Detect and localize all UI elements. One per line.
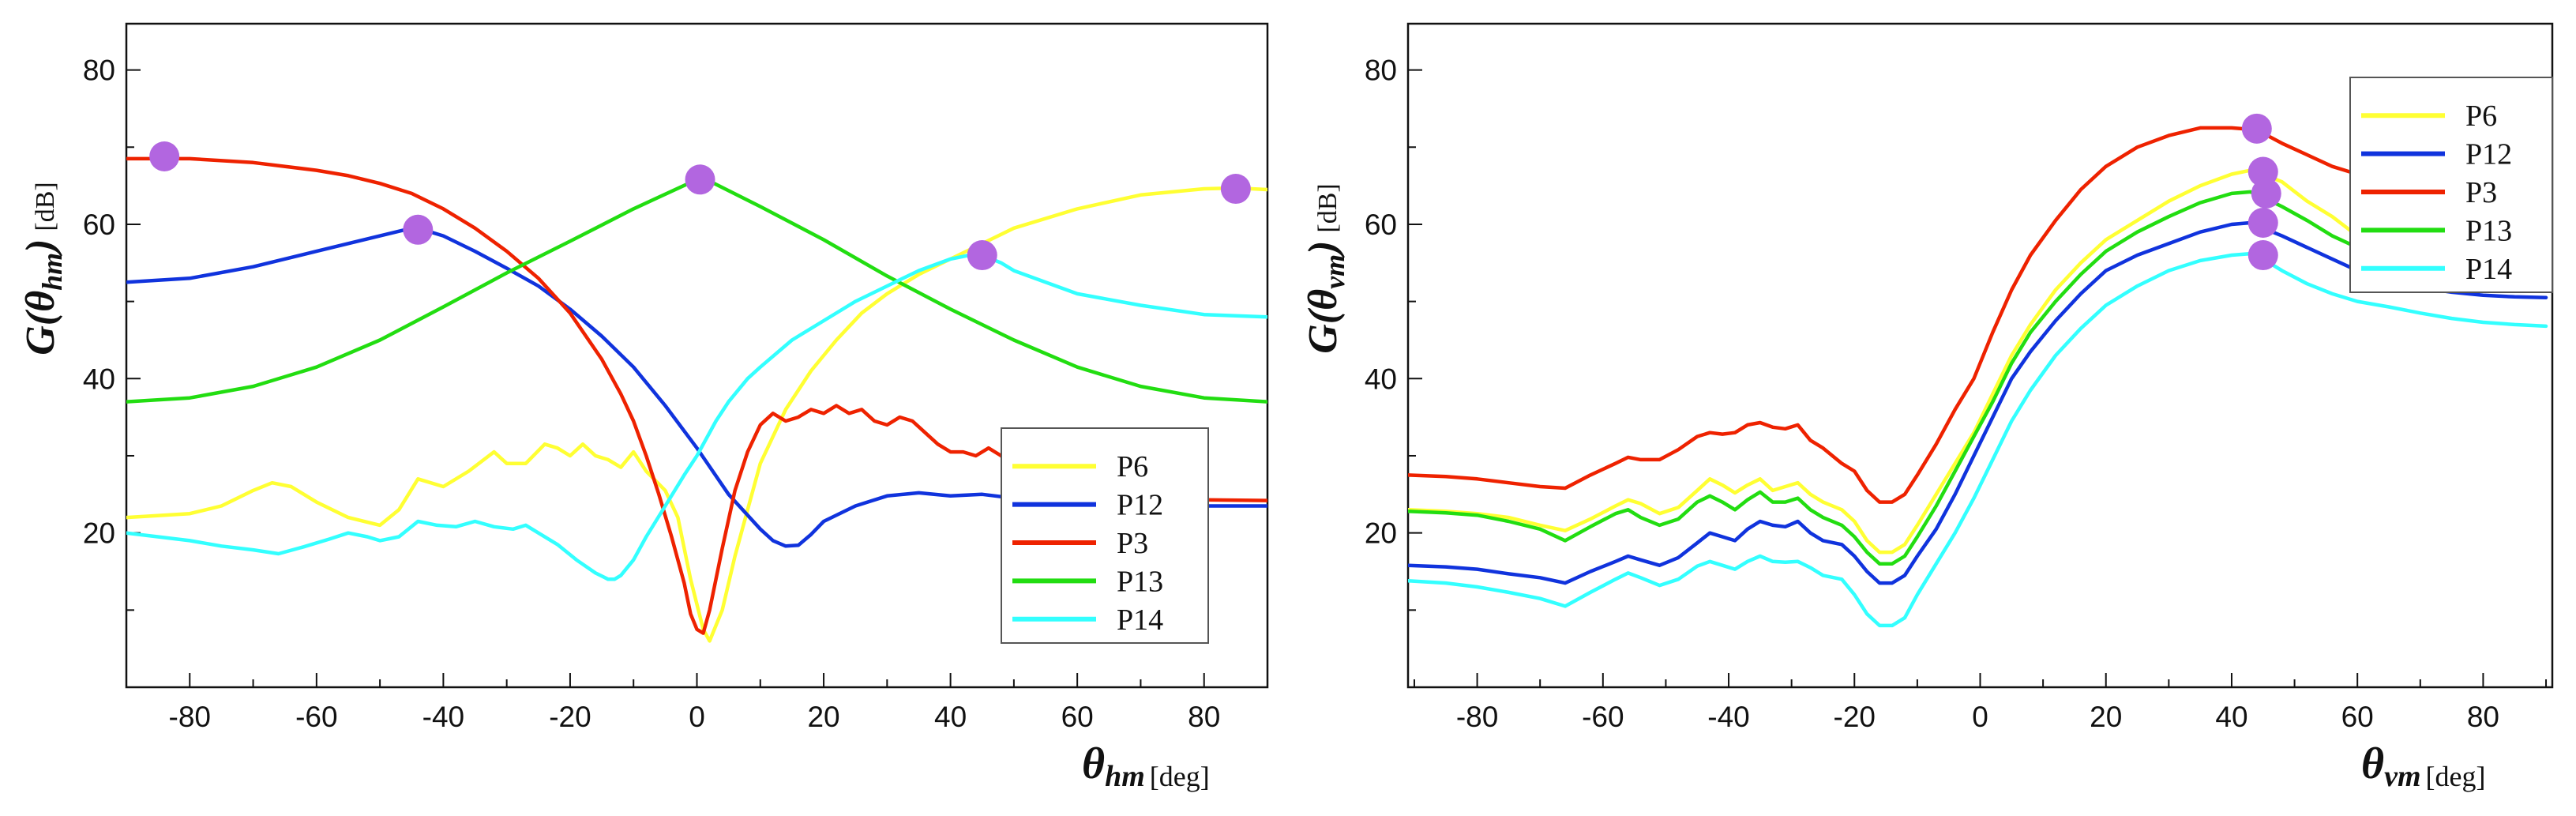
series-line-p6 <box>126 186 1267 643</box>
x-tick-label: -60 <box>295 701 337 733</box>
legend-box <box>1001 427 1209 644</box>
y-tick-label: 20 <box>83 517 115 550</box>
peak-marker <box>2241 113 2272 144</box>
y-tick-label: 80 <box>1365 55 1397 87</box>
y-tick-label: 60 <box>1365 209 1397 241</box>
legend-label-p14: P14 <box>2465 253 2512 286</box>
x-tick-label: -80 <box>1456 701 1498 733</box>
x-tick-label: 0 <box>689 701 705 733</box>
y-tick-label: 80 <box>83 55 115 87</box>
y-tick-label: 60 <box>83 209 115 241</box>
y-axis-label: G(θhm)[dB] <box>18 182 68 355</box>
legend-label-p6: P6 <box>1117 450 1148 483</box>
series-line-p3 <box>1408 126 2548 504</box>
peak-marker <box>2251 178 2281 209</box>
peak-marker <box>2247 208 2278 238</box>
x-tick-label: 40 <box>2215 701 2247 733</box>
peak-marker <box>149 141 180 171</box>
legend: P6 P12 P3 P13 P14 <box>1001 427 1209 644</box>
x-tick-label: 60 <box>2341 701 2374 733</box>
series-line-p13 <box>126 176 1267 404</box>
legend-label-p3: P3 <box>1117 527 1148 560</box>
x-tick-label: -80 <box>169 701 211 733</box>
x-tick-label: 0 <box>1972 701 1988 733</box>
peak-marker <box>967 240 997 271</box>
legend-label-p6: P6 <box>2465 100 2497 133</box>
series-line-p6 <box>1408 168 2548 555</box>
chart-horizontal: -80 -60 -40 -20 0 20 40 60 80 20 40 60 80 θhm [deg] G(θ… <box>18 22 1269 793</box>
legend-label-p3: P3 <box>2465 176 2497 209</box>
series-line-p13 <box>1408 190 2548 566</box>
x-tick-label: 80 <box>1188 701 1220 733</box>
x-tick-label: -40 <box>1707 701 1749 733</box>
x-tick-label: -60 <box>1582 701 1624 733</box>
y-tick-label: 40 <box>83 363 115 395</box>
peak-marker <box>403 214 434 245</box>
y-axis-label: G(θvm)[dB] <box>1301 183 1350 354</box>
y-tick-label: 20 <box>1365 517 1397 550</box>
peak-marker <box>1220 174 1251 205</box>
legend: P6 P12 P3 P13 P14 <box>2349 77 2553 293</box>
x-tick-label: 60 <box>1061 701 1094 733</box>
x-tick-label: 20 <box>807 701 839 733</box>
peak-marker <box>2247 240 2278 271</box>
x-tick-label: -40 <box>422 701 464 733</box>
x-tick-label: 20 <box>2090 701 2122 733</box>
series-group <box>1408 126 2548 628</box>
y-tick-label: 40 <box>1365 363 1397 395</box>
legend-label-p12: P12 <box>2465 138 2512 171</box>
x-tick-label: 40 <box>934 701 967 733</box>
legend-label-p12: P12 <box>1117 489 1163 522</box>
legend-label-p13: P13 <box>1117 565 1163 598</box>
x-tick-label: 80 <box>2467 701 2499 733</box>
series-line-p14 <box>1408 251 2548 628</box>
x-axis-label: θhm [deg] <box>1082 739 1210 793</box>
legend-box <box>2349 77 2553 293</box>
x-tick-label: -20 <box>1834 701 1876 733</box>
legend-label-p13: P13 <box>2465 214 2512 247</box>
series-line-p3 <box>126 156 1267 635</box>
x-axis-label: θvm [deg] <box>2361 739 2485 793</box>
series-line-p12 <box>1408 220 2548 585</box>
chart-vertical: -80 -60 -40 -20 0 20 40 60 80 20 40 60 80 θvm [deg] G(θ… <box>1301 22 2554 793</box>
peak-marker <box>685 164 715 195</box>
legend-label-p14: P14 <box>1117 604 1163 637</box>
x-tick-label: -20 <box>549 701 591 733</box>
